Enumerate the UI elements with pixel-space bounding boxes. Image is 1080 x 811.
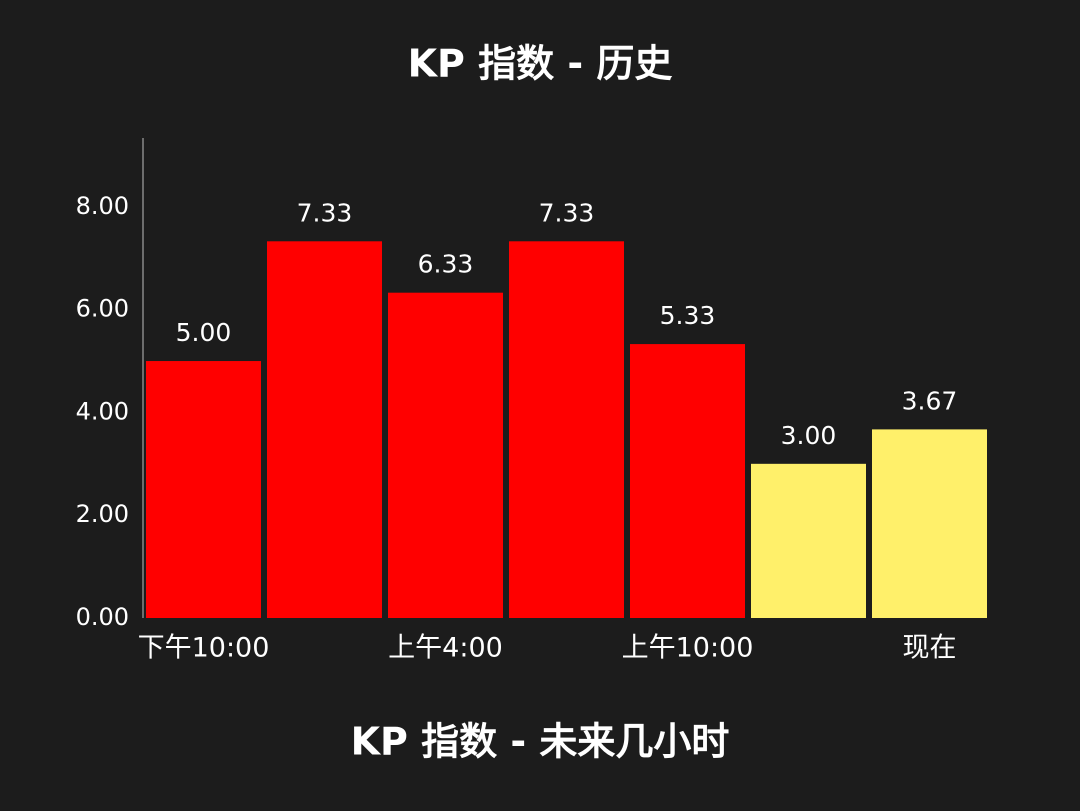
y-tick-label: 0.00 bbox=[76, 603, 129, 631]
x-tick-label: 上午10:00 bbox=[622, 633, 754, 664]
bar bbox=[388, 292, 503, 618]
value-label: 7.33 bbox=[297, 198, 353, 227]
value-label: 3.00 bbox=[781, 421, 837, 450]
value-label: 3.67 bbox=[902, 386, 958, 415]
value-label: 6.33 bbox=[418, 250, 474, 279]
x-tick-label: 上午4:00 bbox=[388, 633, 503, 664]
value-label: 7.33 bbox=[539, 198, 595, 227]
bar bbox=[751, 463, 866, 618]
x-tick-label: 现在 bbox=[903, 633, 957, 664]
bar bbox=[146, 361, 261, 618]
next-section-title: KP 指数 - 未来几小时 bbox=[351, 720, 730, 764]
value-label: 5.33 bbox=[660, 301, 716, 330]
bar bbox=[267, 241, 382, 618]
value-label: 5.00 bbox=[176, 318, 232, 347]
bar bbox=[872, 429, 987, 618]
y-tick-label: 8.00 bbox=[76, 192, 129, 220]
bar bbox=[509, 241, 624, 618]
y-tick-label: 4.00 bbox=[76, 397, 129, 425]
chart-title: KP 指数 - 历史 bbox=[408, 42, 673, 86]
y-tick-label: 2.00 bbox=[76, 500, 129, 528]
bar bbox=[630, 344, 745, 618]
x-tick-label: 下午10:00 bbox=[138, 633, 270, 664]
y-tick-label: 6.00 bbox=[76, 295, 129, 323]
